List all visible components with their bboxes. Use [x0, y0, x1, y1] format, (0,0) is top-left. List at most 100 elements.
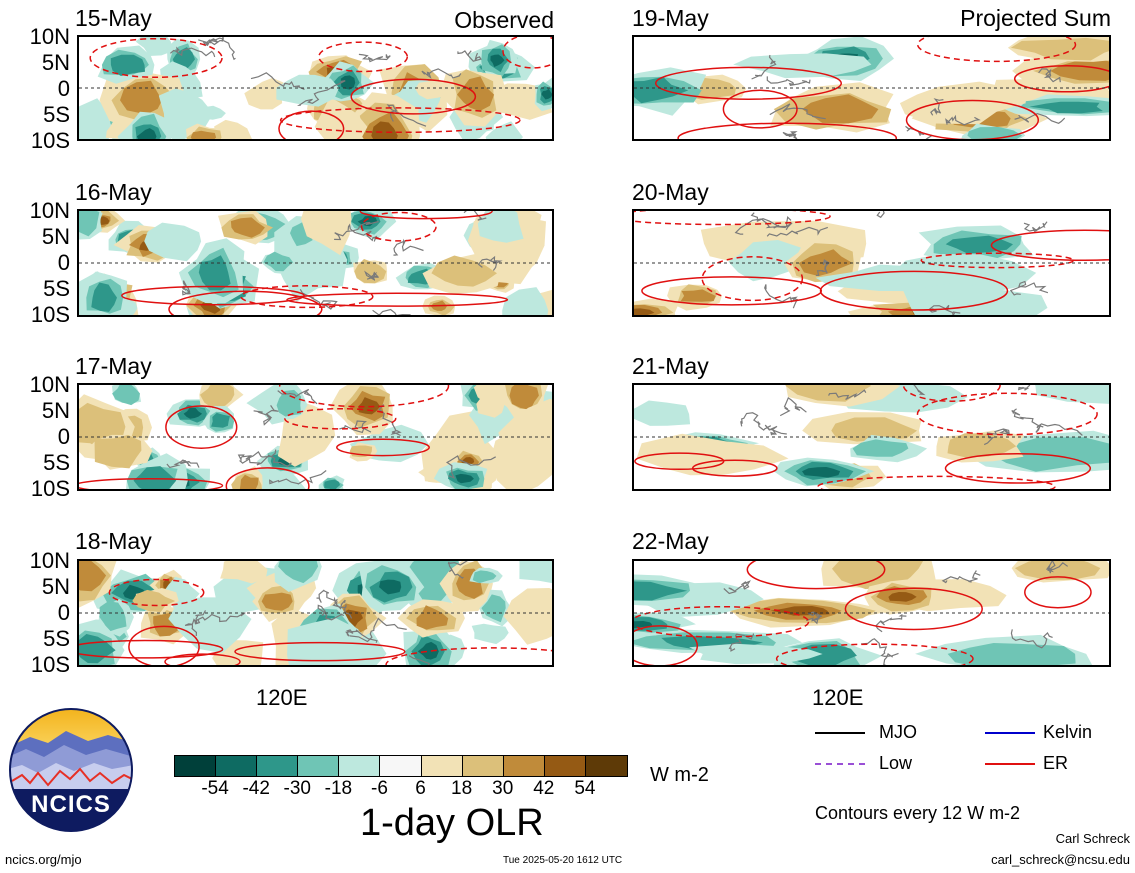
map-panel-projected-4 [632, 559, 1111, 667]
anomaly-blob [79, 98, 111, 139]
colorbar-units: W m-2 [650, 764, 709, 786]
coastline [941, 570, 981, 584]
coastline [445, 455, 496, 479]
contour [817, 475, 1056, 489]
anomaly-blob [136, 128, 157, 139]
footer-email[interactable]: carl_schreck@ncsu.edu [991, 852, 1130, 867]
coastline [766, 226, 829, 237]
coastlines [166, 388, 496, 485]
contour [336, 438, 430, 457]
colorbar-swatch [298, 756, 340, 776]
legend-line-kelvin [985, 732, 1035, 734]
lat-label: 5N [41, 574, 70, 599]
anomaly-blob [314, 97, 368, 139]
anomaly-blob [94, 435, 142, 469]
anomaly-blob [831, 417, 918, 442]
anomaly-blob [211, 412, 230, 428]
anomaly-blob [634, 76, 689, 104]
anomaly-blob [1014, 561, 1101, 580]
anomaly-field [634, 385, 1109, 489]
lat-label: 10N [29, 372, 70, 397]
legend-label-mjo: MJO [879, 722, 917, 742]
coastline [386, 104, 427, 127]
lat-label: 10S [30, 652, 70, 677]
colorbar-tick-label: -30 [283, 778, 311, 799]
anomaly-blob [99, 601, 127, 632]
legend-label-er: ER [1043, 753, 1069, 773]
contour [168, 290, 323, 315]
contour-interval-note: Contours every 12 W m-2 [815, 803, 1021, 823]
anomaly-field [79, 385, 552, 489]
anomaly-field [79, 37, 552, 139]
coastline [332, 599, 353, 619]
coastline [764, 284, 798, 309]
lat-label: 10N [29, 24, 70, 49]
footer-url[interactable]: ncics.org/mjo [5, 852, 82, 867]
contour [240, 285, 374, 309]
contour [385, 647, 552, 665]
contour [79, 639, 224, 659]
colorbar-swatch [544, 756, 586, 776]
contour [284, 407, 397, 430]
coastline [1017, 385, 1031, 391]
coastline [782, 131, 798, 139]
contour [677, 122, 898, 139]
anomaly-blob [79, 561, 107, 592]
anomaly-blob [477, 211, 524, 243]
legend-line-low [815, 763, 865, 765]
coastline [815, 259, 830, 276]
panel-date-left-3: 17-May [75, 353, 152, 379]
contour [89, 37, 223, 79]
colorbar-swatch [216, 756, 258, 776]
anomaly-blob [471, 623, 509, 645]
lat-label: 10S [30, 476, 70, 501]
map-panel-projected-3 [632, 383, 1111, 491]
panel-date-right-3: 21-May [632, 353, 709, 379]
map-panel-observed-4 [77, 559, 554, 667]
lat-label: 0 [57, 424, 70, 449]
olr-anomaly-map [634, 211, 1109, 315]
coastline [349, 617, 407, 643]
anomaly-blob [416, 605, 449, 630]
anomaly-blob [198, 255, 231, 291]
anomaly-blob [287, 617, 359, 665]
contour [286, 292, 509, 307]
anomaly-blob [947, 433, 1017, 458]
coastline [769, 103, 826, 120]
legend-line-mjo [815, 732, 865, 734]
panel-date-left-4: 18-May [75, 528, 152, 554]
anomaly-blob [183, 407, 203, 419]
anomaly-blob [728, 240, 801, 282]
coastline [983, 428, 1011, 446]
anomaly-blob [852, 439, 909, 457]
colorbar-swatch [257, 756, 299, 776]
anomaly-blob [509, 385, 539, 410]
anomaly-blob [358, 397, 381, 415]
anomaly-blob [636, 433, 789, 476]
contour [654, 66, 843, 100]
lat-label: 5S [43, 102, 70, 127]
olr-anomaly-map [634, 561, 1109, 665]
footer-timestamp: Tue 2025-05-20 1612 UTC [503, 855, 623, 866]
anomaly-blob [379, 579, 402, 595]
coastline [393, 238, 424, 256]
map-panel-projected-1 [632, 35, 1111, 141]
coastline [828, 389, 867, 400]
coastline [408, 655, 431, 665]
anomaly-blob [1034, 385, 1109, 404]
coastlines [181, 211, 503, 315]
anomaly-blob [733, 53, 872, 79]
coastline [1038, 68, 1061, 83]
lon-label-left: 120E [256, 685, 308, 710]
contour [359, 211, 493, 220]
lat-label: 5S [43, 450, 70, 475]
footer-author: Carl Schreck [1055, 831, 1130, 846]
coastline [457, 50, 482, 62]
coastline [269, 470, 327, 485]
contour [164, 653, 241, 665]
contour [502, 37, 552, 69]
contour [634, 211, 831, 226]
contour [1013, 65, 1109, 93]
coastline [253, 405, 279, 426]
coastline [296, 80, 346, 106]
